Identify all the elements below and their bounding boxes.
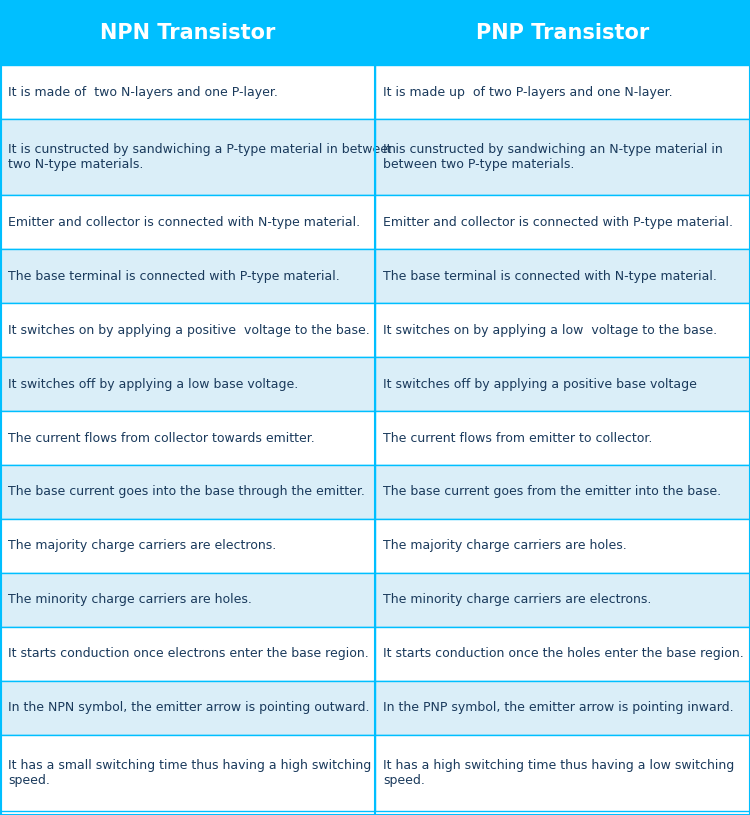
Bar: [375, 196, 750, 249]
Bar: [375, 465, 750, 519]
Bar: [0, 303, 375, 357]
Bar: [375, 734, 750, 811]
Bar: [0, 573, 375, 627]
Text: It has a high switching time thus having a low switching
speed.: It has a high switching time thus having…: [383, 759, 734, 786]
Text: It switches off by applying a positive base voltage: It switches off by applying a positive b…: [383, 377, 697, 390]
Bar: [375, 411, 750, 465]
Bar: [375, 357, 750, 411]
Bar: [0, 119, 375, 196]
Text: The current flows from collector towards emitter.: The current flows from collector towards…: [8, 432, 315, 444]
Bar: [0, 249, 375, 303]
Bar: [0, 0, 375, 65]
Text: The base current goes from the emitter into the base.: The base current goes from the emitter i…: [383, 486, 722, 499]
Text: It is cunstructed by sandwiching a P-type material in between
two N-type materia: It is cunstructed by sandwiching a P-typ…: [8, 143, 396, 171]
Bar: [0, 681, 375, 734]
Text: It starts conduction once the holes enter the base region.: It starts conduction once the holes ente…: [383, 647, 744, 660]
Text: In the NPN symbol, the emitter arrow is pointing outward.: In the NPN symbol, the emitter arrow is …: [8, 701, 370, 714]
Text: The base terminal is connected with N-type material.: The base terminal is connected with N-ty…: [383, 270, 717, 283]
Bar: [375, 519, 750, 573]
Bar: [0, 357, 375, 411]
Text: PNP Transistor: PNP Transistor: [476, 23, 649, 42]
Bar: [375, 303, 750, 357]
Text: In the PNP symbol, the emitter arrow is pointing inward.: In the PNP symbol, the emitter arrow is …: [383, 701, 734, 714]
Text: It starts conduction once electrons enter the base region.: It starts conduction once electrons ente…: [8, 647, 369, 660]
Bar: [0, 411, 375, 465]
Text: The minority charge carriers are holes.: The minority charge carriers are holes.: [8, 593, 252, 606]
Bar: [375, 65, 750, 119]
Bar: [0, 196, 375, 249]
Text: It switches off by applying a low base voltage.: It switches off by applying a low base v…: [8, 377, 298, 390]
Text: Emitter and collector is connected with N-type material.: Emitter and collector is connected with …: [8, 216, 360, 229]
Text: The current flows from emitter to collector.: The current flows from emitter to collec…: [383, 432, 652, 444]
Bar: [375, 119, 750, 196]
Text: The base terminal is connected with P-type material.: The base terminal is connected with P-ty…: [8, 270, 340, 283]
Bar: [0, 65, 375, 119]
Bar: [375, 627, 750, 681]
Text: It is made of  two N-layers and one P-layer.: It is made of two N-layers and one P-lay…: [8, 86, 278, 99]
Text: The majority charge carriers are electrons.: The majority charge carriers are electro…: [8, 540, 276, 553]
Text: The minority charge carriers are electrons.: The minority charge carriers are electro…: [383, 593, 651, 606]
Bar: [0, 465, 375, 519]
Bar: [375, 573, 750, 627]
Bar: [375, 681, 750, 734]
Text: NPN Transistor: NPN Transistor: [100, 23, 275, 42]
Bar: [0, 734, 375, 811]
Bar: [375, 249, 750, 303]
Text: It switches on by applying a positive  voltage to the base.: It switches on by applying a positive vo…: [8, 324, 370, 337]
Text: It is cunstructed by sandwiching an N-type material in
between two P-type materi: It is cunstructed by sandwiching an N-ty…: [383, 143, 723, 171]
Text: It switches on by applying a low  voltage to the base.: It switches on by applying a low voltage…: [383, 324, 717, 337]
Text: The majority charge carriers are holes.: The majority charge carriers are holes.: [383, 540, 627, 553]
Text: It has a small switching time thus having a high switching
speed.: It has a small switching time thus havin…: [8, 759, 371, 786]
Text: Emitter and collector is connected with P-type material.: Emitter and collector is connected with …: [383, 216, 733, 229]
Text: The base current goes into the base through the emitter.: The base current goes into the base thro…: [8, 486, 364, 499]
Text: It is made up  of two P-layers and one N-layer.: It is made up of two P-layers and one N-…: [383, 86, 673, 99]
Bar: [0, 627, 375, 681]
Bar: [0, 519, 375, 573]
Bar: [375, 0, 750, 65]
